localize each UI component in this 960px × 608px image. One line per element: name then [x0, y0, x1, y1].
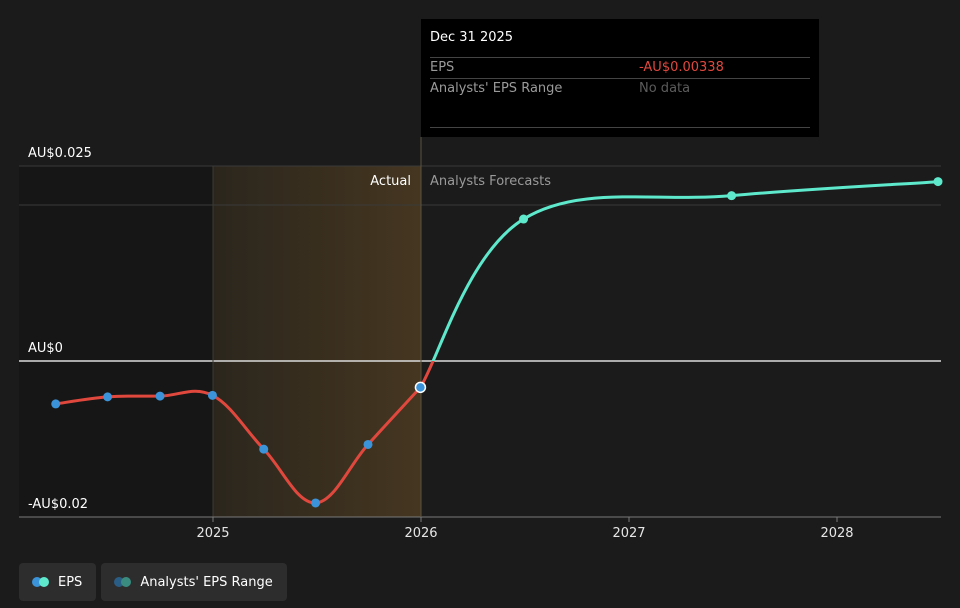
eps-actual-point[interactable]	[363, 439, 373, 449]
x-tick-label: 2025	[196, 526, 229, 541]
eps-actual-point[interactable]	[103, 392, 113, 402]
dual-dot-icon	[32, 577, 52, 587]
eps-data-points[interactable]	[51, 177, 943, 508]
eps-actual-point[interactable]	[51, 399, 61, 409]
tooltip-divider	[430, 127, 810, 128]
y-tick-label: AU$0.025	[28, 146, 92, 161]
eps-actual-point[interactable]	[207, 390, 217, 400]
tooltip-row-eps: EPS -AU$0.00338	[430, 57, 810, 78]
tooltip-range-value: No data	[639, 81, 691, 96]
eps-actual-line	[55, 386, 422, 505]
y-axis-labels: AU$0.025 AU$0 -AU$0.02	[28, 146, 92, 512]
legend-item-analyst-range[interactable]: Analysts' EPS Range	[101, 563, 287, 601]
eps-actual-point[interactable]	[311, 498, 321, 508]
gridlines	[19, 165, 941, 517]
pre-period-shade	[19, 166, 213, 517]
y-tick-label: AU$0	[28, 341, 63, 356]
actual-period-highlight	[213, 166, 421, 517]
chart-legend: EPS Analysts' EPS Range	[19, 563, 287, 601]
eps-actual-point[interactable]	[155, 391, 165, 401]
tooltip-range-label: Analysts' EPS Range	[430, 81, 563, 96]
eps-forecast-point[interactable]	[727, 191, 737, 201]
x-tick-label: 2027	[612, 526, 645, 541]
tooltip-date: Dec 31 2025	[430, 30, 514, 45]
tooltip-eps-label: EPS	[430, 60, 455, 75]
legend-item-eps[interactable]: EPS	[19, 563, 97, 601]
legend-eps-label: EPS	[58, 574, 83, 590]
actual-region-label: Actual	[370, 174, 411, 189]
eps-tooltip: Dec 31 2025 EPS -AU$0.00338 Analysts' EP…	[421, 19, 819, 137]
eps-chart: 2025 2026 2027 2028 AU$0.025 AU$0 -AU$0.02 Ac…	[19, 137, 943, 541]
y-tick-label: -AU$0.02	[28, 497, 88, 512]
eps-forecast-point[interactable]	[519, 214, 529, 224]
forecast-region-label: Analysts Forecasts	[430, 174, 551, 189]
eps-actual-point[interactable]	[414, 381, 427, 394]
eps-forecast-point[interactable]	[933, 177, 943, 187]
eps-series-lines	[55, 180, 941, 505]
eps-actual-point[interactable]	[259, 444, 269, 454]
x-tick-label: 2028	[820, 526, 853, 541]
x-tick-label: 2026	[404, 526, 437, 541]
eps-forecast-line-negative	[419, 361, 435, 389]
tooltip-eps-value: -AU$0.00338	[639, 60, 724, 75]
eps-forecast-line	[431, 180, 941, 361]
dual-dot-icon	[114, 577, 134, 587]
tooltip-row-range: Analysts' EPS Range No data	[430, 78, 810, 99]
x-axis: 2025 2026 2027 2028	[19, 516, 941, 541]
legend-range-label: Analysts' EPS Range	[140, 574, 273, 590]
